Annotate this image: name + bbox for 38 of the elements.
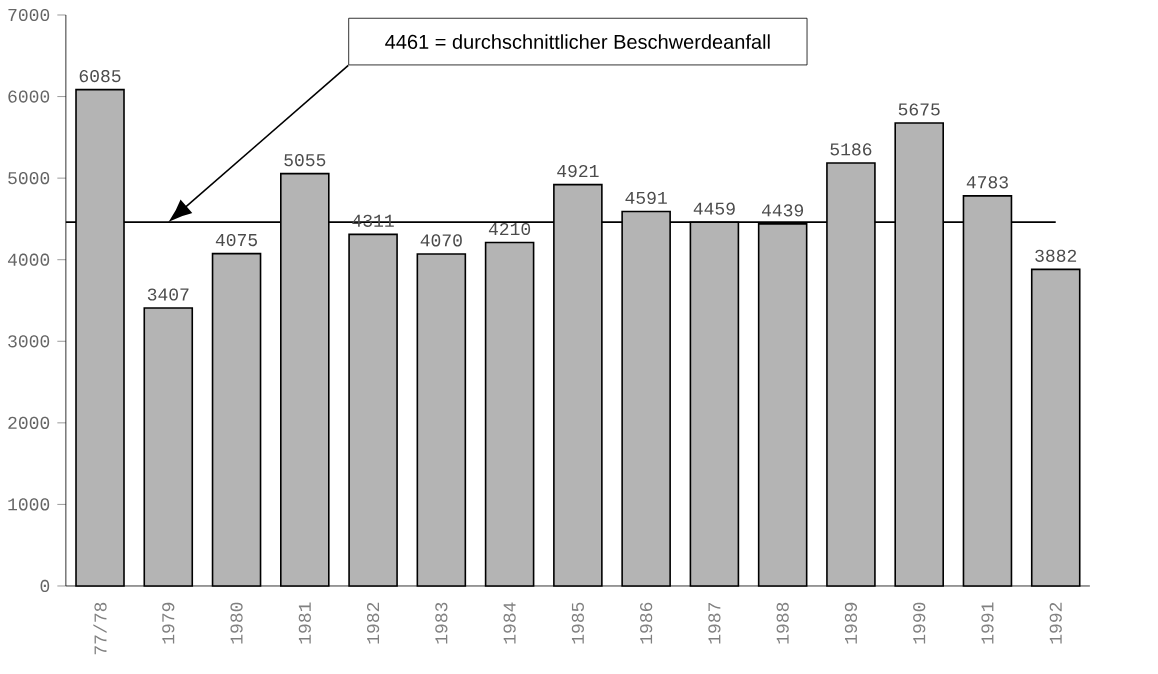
x-tick-label: 1989: [844, 602, 858, 644]
data-label: 4921: [557, 164, 599, 178]
x-tick-label: 1985: [571, 602, 584, 644]
y-tick-label: 4000: [7, 253, 50, 266]
y-tick-label: 3000: [8, 335, 50, 348]
data-label: 4591: [625, 191, 667, 205]
x-tick-label: 1981: [298, 602, 311, 644]
ref-line-label: 4461 = durchschnittlicher Beschwerdeanfall: [385, 34, 770, 49]
data-label: 4075: [215, 233, 257, 247]
x-tick-label: 1992: [1049, 602, 1062, 644]
x-tick-label: 1979: [162, 602, 175, 644]
y-tick-label: 1000: [8, 498, 50, 511]
x-tick-label: 1980: [230, 602, 243, 644]
data-label: 5675: [898, 103, 940, 116]
data-label: 3882: [1035, 249, 1077, 262]
data-label: 5186: [830, 143, 872, 156]
x-tick-label: 1984: [503, 602, 516, 644]
x-tick-label: 1982: [366, 602, 380, 644]
x-tick-label: 1987: [708, 602, 721, 644]
x-tick-label: 1988: [776, 602, 789, 644]
x-tick-label: 1983: [435, 602, 448, 644]
data-label: 4459: [693, 202, 735, 215]
data-label: 4439: [761, 204, 804, 217]
data-label: 3407: [147, 288, 189, 301]
y-tick-label: 0: [40, 579, 50, 593]
data-label: 4070: [420, 234, 462, 247]
x-tick-label: 1990: [913, 602, 926, 644]
x-tick-label: 1991: [981, 602, 994, 644]
data-label: 6085: [79, 69, 121, 83]
data-label: 5055: [284, 153, 326, 167]
data-label: 4210: [488, 222, 531, 236]
y-tick-label: 7000: [8, 8, 50, 22]
x-tick-label: 1986: [640, 602, 653, 644]
y-tick-label: 2000: [8, 416, 50, 429]
y-tick-label: 6000: [8, 90, 50, 103]
x-tick-label: 77/78: [93, 602, 107, 655]
y-tick-label: 5000: [8, 172, 50, 185]
data-label: 4783: [966, 176, 1008, 189]
